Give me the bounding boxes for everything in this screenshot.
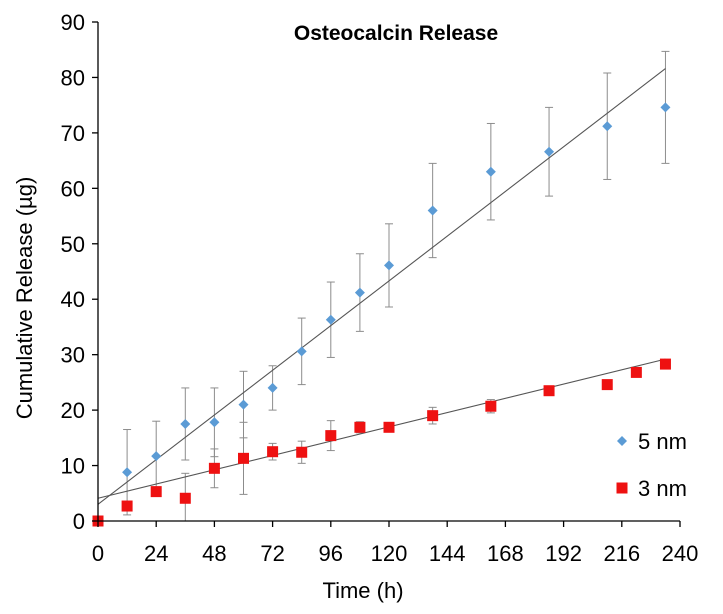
x-tick-label: 96 [319,541,343,566]
series-5nm-point [354,287,365,298]
y-axis: 0 10 20 30 40 50 60 70 80 90 [61,10,99,534]
series-5nm-point [485,166,496,177]
series-3nm-point [121,500,133,512]
legend-3nm-label: 3 nm [638,476,687,501]
series-3nm-point [659,358,671,370]
x-tick-label: 144 [429,541,466,566]
x-axis-title: Time (h) [322,578,403,603]
series-5nm-point [660,102,671,113]
x-tick-label: 240 [662,541,699,566]
x-tick-label: 48 [202,541,226,566]
series-3nm-trendline [97,358,666,499]
legend-5nm-marker [617,436,627,446]
series-3nm-point [485,400,497,412]
series-5nm-point [427,205,438,216]
series-5nm-point [267,382,278,393]
series-3nm-point [150,486,162,498]
y-tick-label: 50 [61,232,85,257]
series-3nm-point [325,430,337,442]
legend: 5 nm 3 nm [616,429,687,501]
y-tick-label: 20 [61,398,85,423]
series-5nm-point [384,260,394,271]
legend-5nm-label: 5 nm [638,429,687,454]
series-5nm-point [602,121,613,132]
x-tick-label: 168 [487,541,524,566]
y-axis-title: Cumulative Release (µg) [12,177,37,420]
x-tick-label: 192 [545,541,582,566]
series-5nm-point [544,146,555,157]
series-5nm-point [180,418,191,429]
x-tick-label: 24 [144,541,168,566]
series-3nm-point [208,462,220,474]
series-3nm-point [238,452,249,464]
series-3nm-point [383,421,395,433]
series-5nm-point [238,399,249,410]
x-tick-label: 120 [371,541,408,566]
y-tick-label: 90 [61,10,85,35]
series-5nm-point [122,467,133,478]
series-5nm-point [151,451,162,462]
x-tick-label: 216 [603,541,640,566]
y-tick-label: 60 [61,176,85,201]
x-tick-label: 72 [260,541,284,566]
y-tick-label: 0 [73,509,85,534]
trendlines [97,68,666,505]
series-3nm-point [296,446,308,458]
series-3nm-point [427,410,439,422]
y-tick-label: 30 [61,343,85,368]
series-3nm-point [354,421,366,433]
chart-title: Osteocalcin Release [294,22,498,45]
series-5nm-point [296,346,307,357]
series-3nm-point [267,446,279,458]
legend-3nm-marker [616,482,628,494]
series-3nm-point [630,366,642,378]
series-3nm-point [179,492,191,504]
series-5nm-point [209,417,220,428]
y-tick-label: 40 [61,287,85,312]
y-tick-label: 80 [61,65,85,90]
series-3nm-point [543,385,555,397]
y-tick-label: 10 [61,454,85,479]
x-axis: 0 24 48 72 96 120 144 168 192 216 240 [92,520,699,566]
y-tick-label: 70 [61,121,85,146]
series-5nm-point [325,314,336,325]
x-tick-label: 0 [92,541,104,566]
series-5nm-trendline [97,68,666,505]
series-3nm-point [601,379,613,391]
